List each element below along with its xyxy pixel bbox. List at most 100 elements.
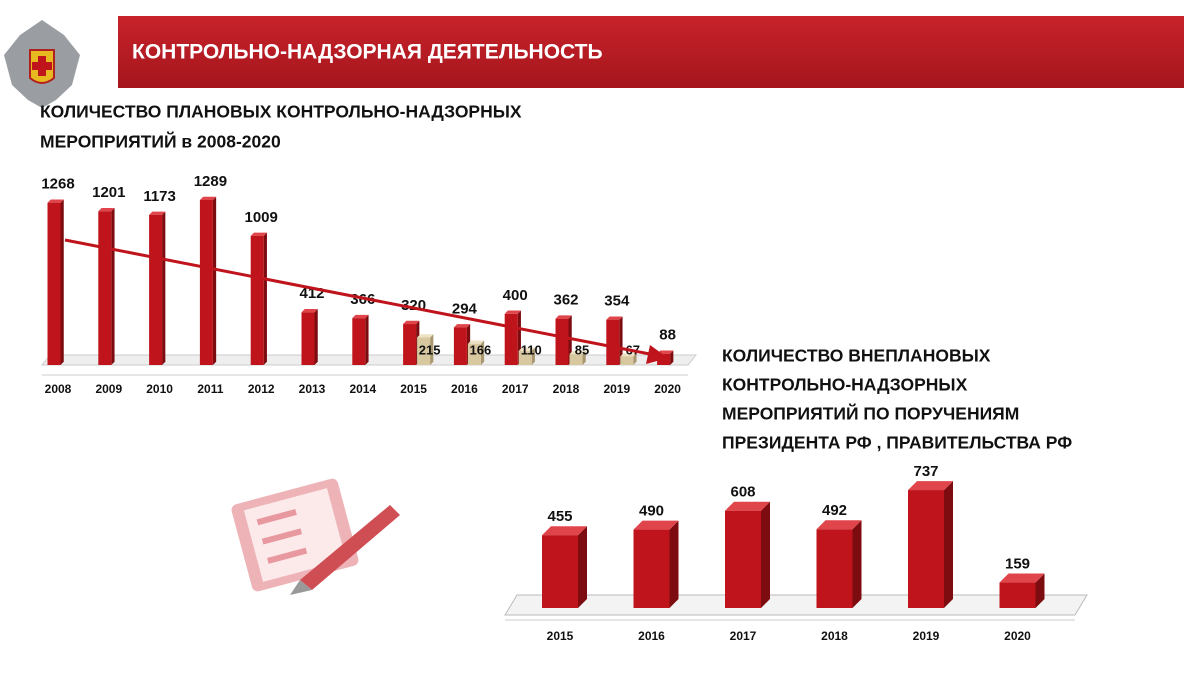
bar-side <box>1035 573 1045 608</box>
value-label: 166 <box>470 342 492 357</box>
bar-top <box>47 199 64 203</box>
bar <box>999 582 1036 608</box>
bar-side <box>761 501 770 608</box>
bar-top <box>199 196 217 201</box>
bar-side <box>365 314 369 365</box>
value-label: 1009 <box>245 209 278 226</box>
value-label: 362 <box>553 292 578 309</box>
x-tick-label: 2010 <box>146 382 173 396</box>
bar-top <box>633 520 679 530</box>
x-tick-label: 2013 <box>299 382 326 396</box>
bar-top <box>518 347 535 351</box>
chart-title: КОНТРОЛЬНО-НАДЗОРНЫХ <box>722 375 968 395</box>
bar-top <box>352 314 369 319</box>
x-tick-label: 2015 <box>400 382 427 396</box>
bar-top <box>908 481 953 491</box>
value-label: 490 <box>639 503 664 520</box>
bar <box>569 354 583 365</box>
header-title: КОНТРОЛЬНО-НАДЗОРНАЯ ДЕЯТЕЛЬНОСТЬ <box>132 41 603 64</box>
bar-top <box>569 350 586 355</box>
x-tick-label: 2008 <box>45 382 72 396</box>
x-tick-label: 2019 <box>603 382 630 396</box>
trend-arrow-head <box>646 345 668 364</box>
bar <box>725 510 761 608</box>
bar-top <box>657 350 674 354</box>
bar <box>633 529 670 608</box>
bar-top <box>606 316 623 320</box>
bar-side <box>480 340 485 365</box>
bar <box>467 343 481 365</box>
chart-title: КОЛИЧЕСТВО ВНЕПЛАНОВЫХ <box>722 346 991 366</box>
bar <box>417 337 431 365</box>
bar <box>352 318 366 365</box>
bar-side <box>531 347 535 365</box>
clipboard-icon <box>231 478 400 595</box>
bar-side <box>212 196 217 365</box>
chart-title: КОЛИЧЕСТВО ПЛАНОВЫХ КОНТРОЛЬНО-НАДЗОРНЫХ <box>40 102 522 122</box>
bar-top <box>999 573 1045 583</box>
chart-title: МЕРОПРИЯТИЙ ПО ПОРУЧЕНИЯМ <box>722 403 1019 424</box>
bar <box>98 211 112 365</box>
value-label: 110 <box>521 342 542 357</box>
x-tick-label: 2017 <box>730 629 757 643</box>
bar <box>403 324 417 365</box>
bar-side <box>578 526 587 608</box>
x-tick-label: 2019 <box>913 629 940 643</box>
bar <box>47 202 61 365</box>
bar-side <box>944 481 953 608</box>
bar-top <box>98 208 115 212</box>
value-label: 1289 <box>194 173 227 190</box>
bar-top <box>301 309 318 313</box>
bar-side <box>669 520 679 608</box>
x-tick-label: 2017 <box>502 382 529 396</box>
bar <box>908 490 944 608</box>
value-label: 294 <box>452 300 478 317</box>
bar <box>518 350 532 365</box>
x-tick-label: 2009 <box>95 382 122 396</box>
bar-top <box>555 315 572 319</box>
bar-side <box>111 208 115 365</box>
bar-top <box>620 353 637 357</box>
bar-top <box>417 334 434 338</box>
bar <box>555 318 569 365</box>
emblem <box>4 20 80 108</box>
bar-top <box>149 211 166 215</box>
bar <box>149 214 163 365</box>
bar <box>606 319 620 365</box>
bar <box>301 312 315 365</box>
bar <box>453 327 467 365</box>
x-tick-label: 2020 <box>1004 629 1031 643</box>
value-label: 88 <box>659 327 676 344</box>
x-tick-label: 2016 <box>638 629 665 643</box>
bar-side <box>568 315 572 365</box>
bar <box>504 313 518 365</box>
bar-side <box>633 353 637 365</box>
bar-side <box>670 350 674 365</box>
x-tick-label: 2014 <box>349 382 376 396</box>
bar <box>657 353 671 365</box>
bar-side <box>60 199 64 365</box>
value-label: 737 <box>913 463 938 480</box>
bar-side <box>162 211 166 365</box>
bar <box>542 535 578 608</box>
x-tick-label: 2015 <box>547 629 574 643</box>
bar-top <box>453 324 471 328</box>
bar <box>199 200 213 365</box>
value-label: 85 <box>575 342 589 357</box>
bar-top <box>542 526 587 536</box>
x-tick-label: 2016 <box>451 382 478 396</box>
trend-arrow <box>64 238 656 357</box>
bar <box>250 235 264 365</box>
bar-side <box>852 520 862 608</box>
value-label: 400 <box>503 287 528 304</box>
bar-side <box>314 309 318 365</box>
x-tick-label: 2012 <box>248 382 275 396</box>
bar-top <box>504 310 521 314</box>
bar-top <box>816 520 862 530</box>
value-label: 1201 <box>92 184 125 201</box>
value-label: 159 <box>1005 556 1030 573</box>
x-tick-label: 2018 <box>821 629 848 643</box>
bar-top <box>403 320 420 325</box>
value-label: 455 <box>547 508 572 525</box>
header-bar <box>118 16 1184 88</box>
